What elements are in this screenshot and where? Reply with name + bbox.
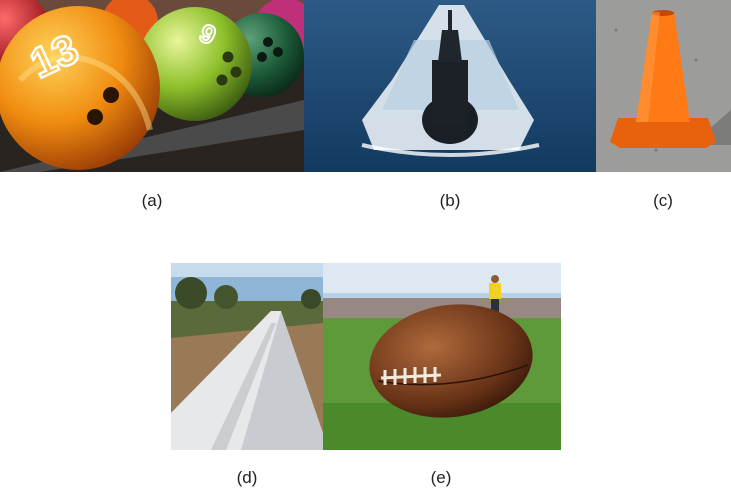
- caption-c: (c): [653, 191, 673, 210]
- photo-d-pipeline: [171, 263, 323, 450]
- photo-b-submarine: [304, 0, 596, 172]
- caption-a: (a): [141, 191, 163, 210]
- caption-e: (e): [430, 468, 452, 487]
- photo-c-traffic-cone: [596, 0, 731, 172]
- caption-d: (d): [236, 468, 258, 487]
- photo-a-bowling-balls: 9 13: [0, 0, 304, 172]
- photo-e-football: [323, 263, 561, 450]
- caption-b: (b): [439, 191, 461, 210]
